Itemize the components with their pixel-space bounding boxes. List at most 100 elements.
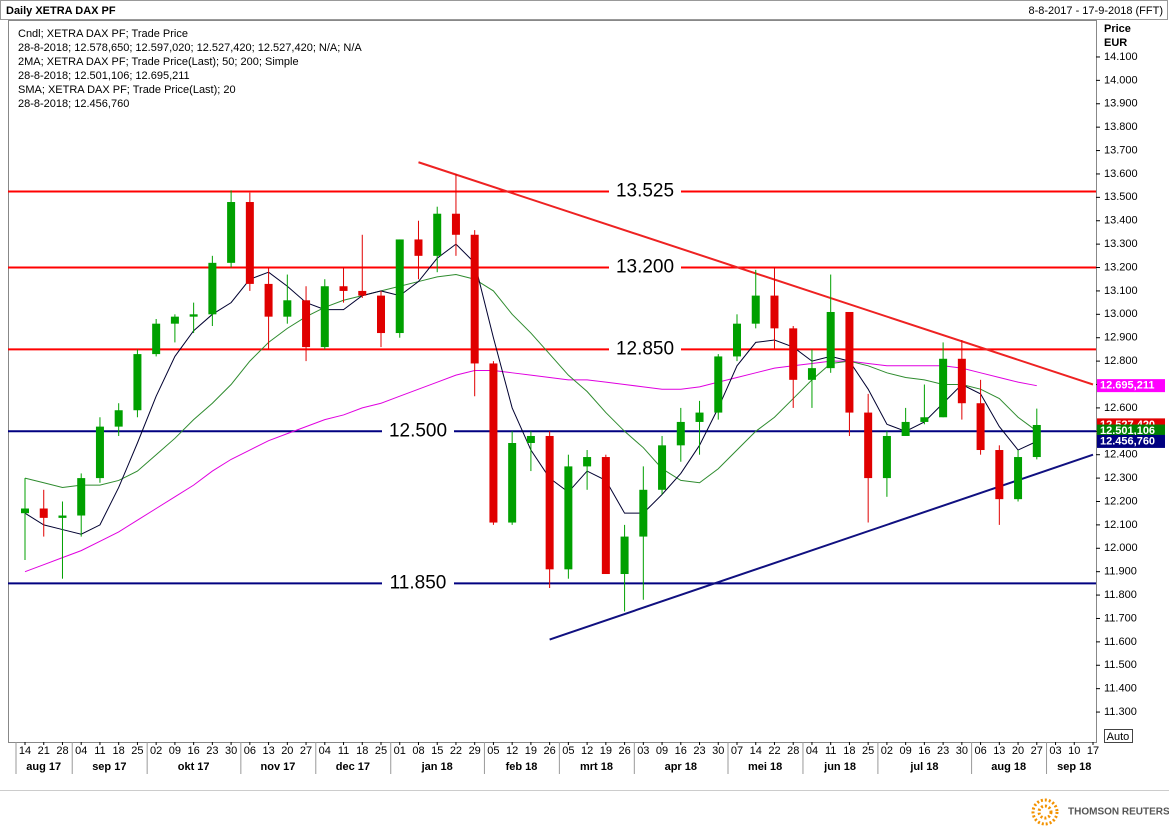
candle-body (882, 435, 891, 479)
level-label: 13.525 (616, 181, 674, 202)
x-tick-label: 04 (319, 745, 331, 757)
month-label: jun 18 (823, 761, 856, 773)
y-tick-label: 11.300 (1104, 706, 1137, 718)
candle-body (658, 445, 667, 490)
candle-body (864, 412, 873, 479)
candle-body (620, 536, 629, 575)
candle-body (433, 213, 442, 256)
candle-body (39, 508, 48, 518)
header-bar (0, 0, 1168, 20)
auto-button[interactable] (1104, 729, 1133, 743)
x-tick-label: 25 (375, 745, 387, 757)
logo (1031, 798, 1059, 826)
y-tick-label: 13.800 (1104, 121, 1138, 133)
candle-body (227, 202, 236, 263)
x-tick-label: 09 (900, 745, 912, 757)
candle-body (152, 323, 161, 355)
y-tick-label: 12.000 (1104, 542, 1138, 554)
candle-body (789, 328, 798, 380)
x-tick-label: 06 (974, 745, 986, 757)
value-tag-label: 12.695,211 (1100, 380, 1154, 392)
x-tick-label: 25 (862, 745, 874, 757)
moving-average (24, 274, 1038, 488)
x-tick-label: 03 (1049, 745, 1061, 757)
value-tag-label: 12.501,106 (1100, 425, 1155, 437)
level-label-bg (609, 256, 681, 279)
candle-body (714, 356, 723, 413)
x-tick-label: 06 (244, 745, 256, 757)
x-tick-label: 09 (169, 745, 181, 757)
x-tick-label: 28 (56, 745, 68, 757)
x-tick-label: 16 (188, 745, 200, 757)
level-label-bg (609, 180, 681, 203)
y-tick-label: 12.800 (1104, 355, 1138, 367)
y-tick-label: 13.000 (1104, 308, 1138, 320)
month-label: aug 17 (26, 761, 61, 773)
month-label: sep 18 (1057, 761, 1091, 773)
x-tick-label: 04 (75, 745, 87, 757)
x-tick-label: 02 (881, 745, 893, 757)
x-tick-label: 03 (637, 745, 649, 757)
month-label: dec 17 (336, 761, 370, 773)
x-tick-label: 12 (506, 745, 518, 757)
level-label-bg (609, 338, 681, 361)
moving-average (24, 360, 1037, 573)
y-axis-title: Price (1104, 23, 1131, 35)
y-tick-label: 12.100 (1104, 519, 1138, 531)
candle-body (1032, 424, 1041, 458)
x-tick-label: 17 (1087, 745, 1099, 757)
legend-line: 2MA; XETRA DAX PF; Trade Price(Last); 50… (18, 56, 299, 68)
y-tick-label: 11.700 (1104, 612, 1137, 624)
x-tick-label: 25 (131, 745, 143, 757)
month-label: feb 18 (506, 761, 538, 773)
y-tick-label: 12.300 (1104, 472, 1138, 484)
y-tick-label: 11.900 (1104, 566, 1137, 578)
month-label: sep 17 (92, 761, 126, 773)
x-tick-label: 13 (993, 745, 1005, 757)
level-label: 12.500 (389, 420, 447, 441)
x-tick-label: 04 (806, 745, 818, 757)
candle-body (189, 314, 198, 317)
x-tick-label: 18 (356, 745, 368, 757)
y-tick-label: 13.600 (1104, 168, 1138, 180)
x-tick-label: 20 (281, 745, 293, 757)
x-tick-label: 20 (1012, 745, 1024, 757)
candle-body (976, 403, 985, 451)
candle-body (733, 323, 742, 357)
candle-body (133, 354, 142, 411)
candle-body (95, 426, 104, 479)
candle-body (170, 316, 179, 324)
date-range: 8-8-2017 - 17-9-2018 (FFT) (1029, 5, 1164, 17)
y-tick-label: 14.000 (1104, 74, 1138, 86)
y-tick-label: 13.500 (1104, 191, 1138, 203)
candle-body (508, 442, 517, 523)
x-tick-label: 26 (544, 745, 556, 757)
x-tick-label: 18 (843, 745, 855, 757)
candle-body (302, 300, 311, 348)
candle-body (957, 358, 966, 404)
candle-body (601, 457, 610, 575)
plot-frame (8, 20, 1097, 743)
y-tick-label: 11.600 (1104, 636, 1137, 648)
candle-body (395, 239, 404, 334)
candle-body (283, 300, 292, 317)
y-tick-label: 12.900 (1104, 332, 1138, 344)
candle-body (21, 508, 29, 514)
candle-body (939, 358, 948, 418)
candle-body (845, 311, 854, 413)
x-tick-label: 08 (412, 745, 424, 757)
x-tick-label: 23 (937, 745, 949, 757)
x-tick-label: 22 (768, 745, 780, 757)
x-tick-label: 18 (113, 745, 125, 757)
x-tick-label: 10 (1068, 745, 1080, 757)
y-tick-label: 11.500 (1104, 659, 1137, 671)
legend-line: 28-8-2018; 12.456,760 (18, 98, 129, 110)
candle-body (377, 295, 386, 334)
auto-button-label[interactable]: Auto (1107, 731, 1130, 743)
x-tick-label: 23 (206, 745, 218, 757)
x-tick-label: 26 (618, 745, 630, 757)
x-tick-label: 27 (300, 745, 312, 757)
level-label-bg (382, 572, 454, 595)
x-tick-label: 05 (562, 745, 574, 757)
